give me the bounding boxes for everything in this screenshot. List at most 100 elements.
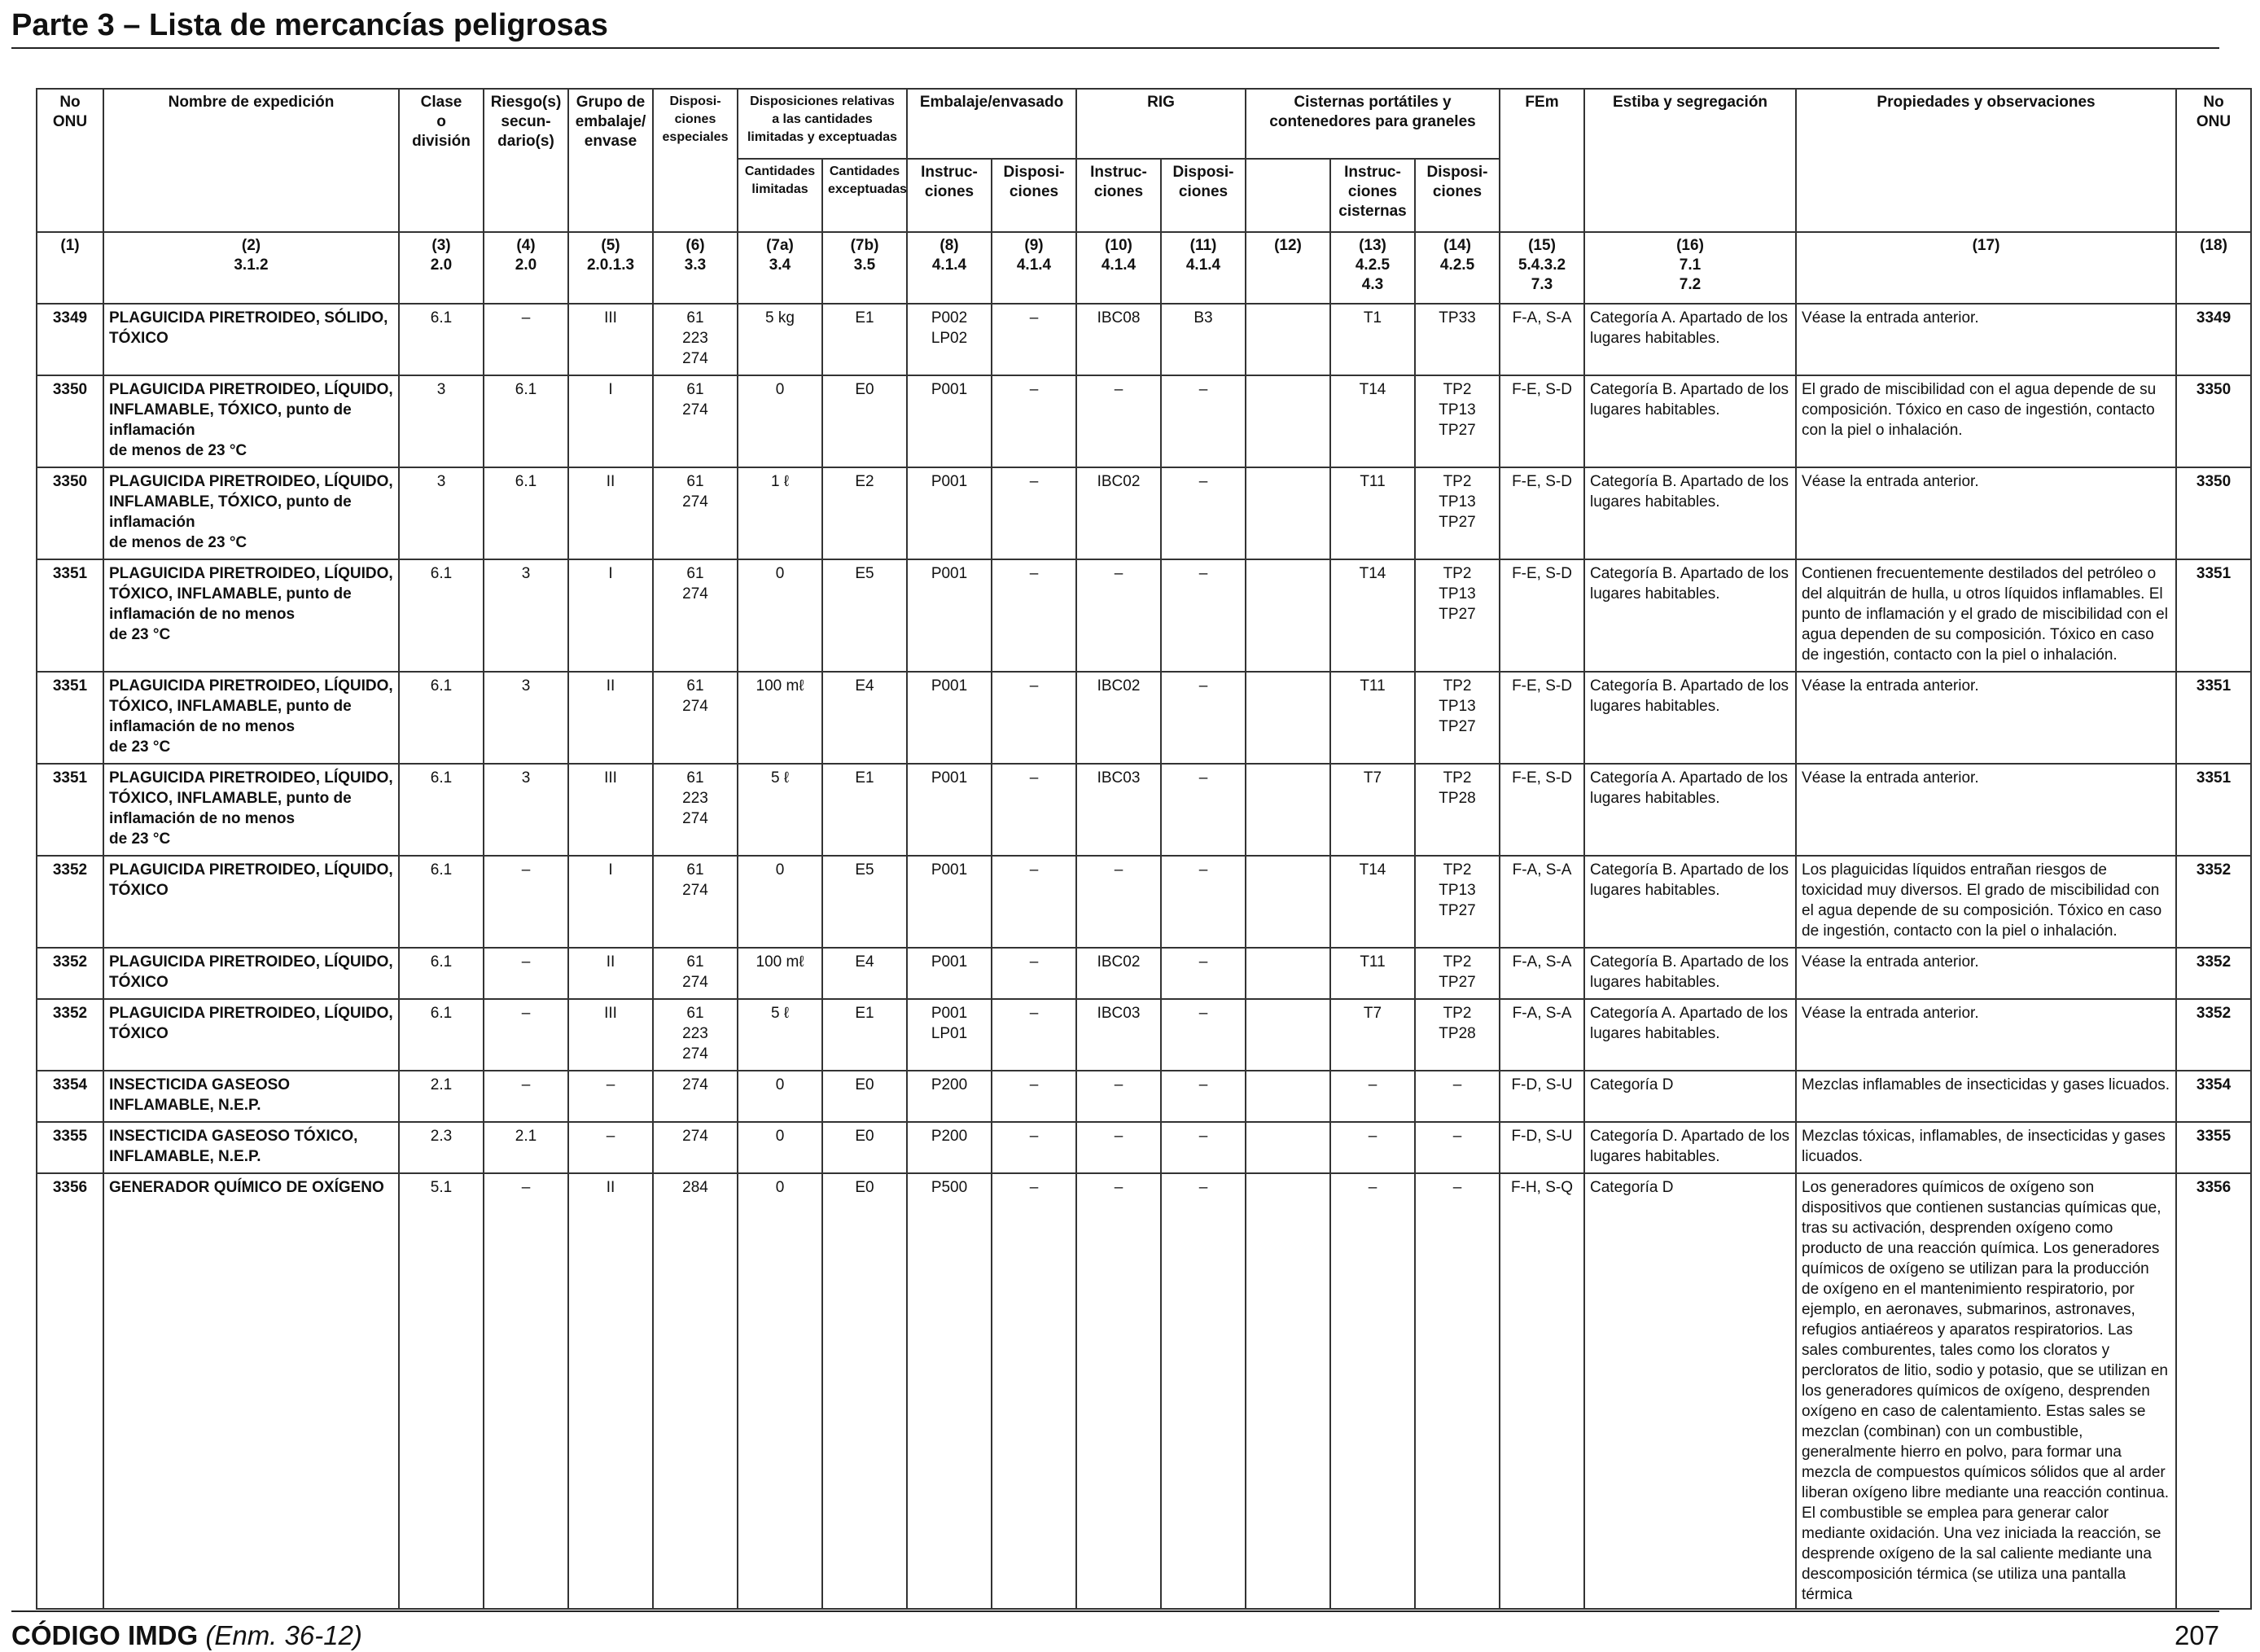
cell-cant-exceptuadas: E5 — [821, 559, 908, 673]
page-footer: CÓDIGO IMDG (Enm. 36-12) 207 — [11, 1610, 2219, 1651]
cell-un: 3351 — [36, 671, 104, 765]
cell-un-right: 3354 — [2175, 1070, 2253, 1123]
cell-fem: F-H, S-Q — [1499, 1172, 1586, 1610]
table-row: 3350 PLAGUICIDA PIRETROIDEO, LÍQUIDO, IN… — [36, 375, 2253, 468]
cell-name: PLAGUICIDA PIRETROIDEO, LÍQUIDO, TÓXICO — [103, 947, 400, 1000]
cell-col-12 — [1245, 671, 1331, 765]
cell-cant-exceptuadas: E4 — [821, 947, 908, 1000]
header-rig-instrucciones: Instruc- ciones — [1075, 158, 1162, 233]
cell-clase: 6.1 — [398, 559, 484, 673]
colnum-1: (1) — [36, 231, 104, 305]
cell-rig-disposiciones: – — [1160, 947, 1246, 1000]
header-cant-exceptuadas: Cantidades exceptuadas — [821, 158, 908, 233]
colnum-10: (10) 4.1.4 — [1075, 231, 1162, 305]
cell-un-right: 3351 — [2175, 559, 2253, 673]
cell-riesgo: 3 — [483, 763, 569, 857]
colnum-9: (9) 4.1.4 — [991, 231, 1077, 305]
cell-embalaje-disposiciones: – — [991, 1070, 1077, 1123]
cell-un-right: 3351 — [2175, 671, 2253, 765]
cell-grupo: – — [567, 1070, 654, 1123]
cell-cisternas-disposiciones: – — [1413, 1121, 1501, 1174]
cell-clase: 3 — [398, 467, 484, 560]
cell-estiba: Categoría A. Apartado de los lugares hab… — [1583, 763, 1798, 857]
cell-embalaje-disposiciones: – — [991, 375, 1077, 468]
cell-cisternas-disposiciones: TP2 TP13 TP27 — [1413, 855, 1501, 949]
cell-rig-disposiciones: – — [1160, 375, 1246, 468]
cell-un-right: 3350 — [2175, 467, 2253, 560]
header-row-top: No ONU Nombre de expedición Clase o divi… — [36, 88, 2253, 233]
cell-name: PLAGUICIDA PIRETROIDEO, LÍQUIDO, INFLAMA… — [103, 375, 400, 468]
cell-un: 3351 — [36, 559, 104, 673]
cell-embalaje-disposiciones: – — [991, 559, 1077, 673]
cell-un-right: 3349 — [2175, 303, 2253, 376]
cell-instr-cisternas: T1 — [1329, 303, 1416, 376]
cell-name: PLAGUICIDA PIRETROIDEO, LÍQUIDO, TÓXICO,… — [103, 763, 400, 857]
cell-clase: 2.3 — [398, 1121, 484, 1174]
cell-embalaje-disposiciones: – — [991, 998, 1077, 1071]
cell-cisternas-disposiciones: TP2 TP13 TP27 — [1413, 559, 1501, 673]
colnum-11: (11) 4.1.4 — [1160, 231, 1246, 305]
cell-propiedades: Mezclas inflamables de insecticidas y ga… — [1795, 1070, 2178, 1123]
cell-grupo: II — [567, 671, 654, 765]
header-estiba: Estiba y segregación — [1583, 88, 1798, 233]
cell-cant-limitadas: 5 ℓ — [737, 763, 823, 857]
cell-rig-disposiciones: – — [1160, 763, 1246, 857]
cell-cant-exceptuadas: E0 — [821, 1070, 908, 1123]
cell-fem: F-A, S-A — [1499, 998, 1586, 1071]
header-rig-disposiciones: Disposi- ciones — [1160, 158, 1246, 233]
cell-un: 3351 — [36, 763, 104, 857]
cell-un-right: 3352 — [2175, 855, 2253, 949]
cell-col-12 — [1245, 1121, 1331, 1174]
cell-rig-instrucciones: – — [1075, 1172, 1162, 1610]
cell-riesgo: 3 — [483, 559, 569, 673]
cell-embalaje-instrucciones: P001 — [906, 855, 992, 949]
cell-cant-limitadas: 100 mℓ — [737, 671, 823, 765]
cell-instr-cisternas: T14 — [1329, 375, 1416, 468]
cell-cisternas-disposiciones: TP2 TP28 — [1413, 763, 1501, 857]
cell-propiedades: Véase la entrada anterior. — [1795, 947, 2178, 1000]
cell-cisternas-disposiciones: TP2 TP28 — [1413, 998, 1501, 1071]
colnum-8: (8) 4.1.4 — [906, 231, 992, 305]
cell-riesgo: – — [483, 303, 569, 376]
cell-cant-exceptuadas: E5 — [821, 855, 908, 949]
cell-name: GENERADOR QUÍMICO DE OXÍGENO — [103, 1172, 400, 1610]
cell-riesgo: – — [483, 1070, 569, 1123]
cell-fem: F-A, S-A — [1499, 947, 1586, 1000]
table-row: 3354 INSECTICIDA GASEOSO INFLAMABLE, N.E… — [36, 1070, 2253, 1123]
cell-propiedades: Véase la entrada anterior. — [1795, 303, 2178, 376]
table-row: 3355 INSECTICIDA GASEOSO TÓXICO, INFLAMA… — [36, 1121, 2253, 1174]
colnum-4: (4) 2.0 — [483, 231, 569, 305]
cell-grupo: III — [567, 998, 654, 1071]
cell-disposiciones: 274 — [652, 1070, 738, 1123]
cell-un: 3350 — [36, 467, 104, 560]
cell-rig-disposiciones: – — [1160, 855, 1246, 949]
cell-embalaje-disposiciones: – — [991, 763, 1077, 857]
cell-rig-disposiciones: – — [1160, 1172, 1246, 1610]
cell-grupo: III — [567, 303, 654, 376]
cell-name: PLAGUICIDA PIRETROIDEO, LÍQUIDO, TÓXICO,… — [103, 671, 400, 765]
colnum-5: (5) 2.0.1.3 — [567, 231, 654, 305]
cell-instr-cisternas: T14 — [1329, 559, 1416, 673]
cell-col-12 — [1245, 1070, 1331, 1123]
header-rig: RIG — [1075, 88, 1246, 160]
cell-fem: F-E, S-D — [1499, 559, 1586, 673]
footer-code-name: CÓDIGO IMDG — [11, 1620, 199, 1650]
cell-riesgo: 2.1 — [483, 1121, 569, 1174]
colnum-14: (14) 4.2.5 — [1413, 231, 1501, 305]
cell-grupo: II — [567, 947, 654, 1000]
cell-cisternas-disposiciones: TP2 TP13 TP27 — [1413, 467, 1501, 560]
cell-disposiciones: 274 — [652, 1121, 738, 1174]
cell-riesgo: 6.1 — [483, 375, 569, 468]
cell-instr-cisternas: T11 — [1329, 947, 1416, 1000]
cell-rig-instrucciones: IBC08 — [1075, 303, 1162, 376]
cell-disposiciones: 61 274 — [652, 671, 738, 765]
table-row: 3351 PLAGUICIDA PIRETROIDEO, LÍQUIDO, TÓ… — [36, 559, 2253, 673]
cell-un-right: 3351 — [2175, 763, 2253, 857]
cell-clase: 2.1 — [398, 1070, 484, 1123]
cell-col-12 — [1245, 559, 1331, 673]
header-riesgo: Riesgo(s) secun- dario(s) — [483, 88, 569, 233]
cell-instr-cisternas: T11 — [1329, 671, 1416, 765]
cell-cant-limitadas: 5 ℓ — [737, 998, 823, 1071]
cell-disposiciones: 61 274 — [652, 947, 738, 1000]
cell-propiedades: Véase la entrada anterior. — [1795, 763, 2178, 857]
